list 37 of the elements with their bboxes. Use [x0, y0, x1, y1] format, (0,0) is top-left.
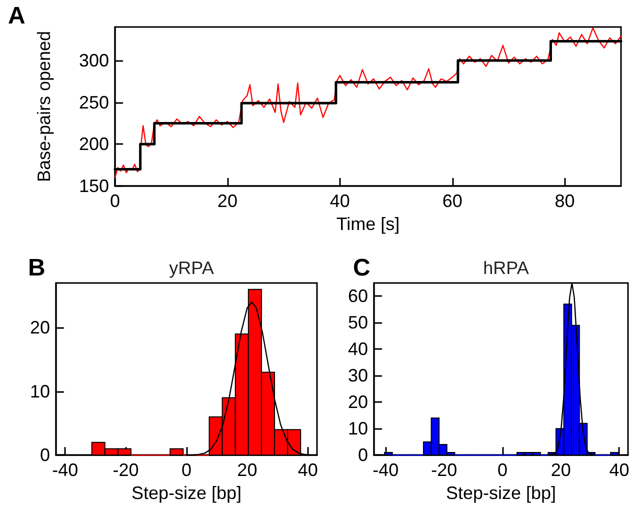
x-tick-label: 40 [609, 460, 630, 480]
text: A [8, 2, 26, 30]
text: C [353, 254, 370, 282]
y-tick-label: 60 [348, 286, 368, 306]
y-tick-label: 20 [30, 318, 50, 338]
y-tick-label: 0 [40, 445, 50, 466]
y-tick-label: 300 [78, 50, 109, 70]
y-tick-label: 40 [348, 339, 368, 360]
x-tick-label: 20 [550, 460, 571, 480]
x-tick-label: 40 [330, 191, 350, 211]
y-tick-label: 200 [78, 134, 109, 154]
x-tick-label: 60 [442, 191, 462, 211]
x-tick-label: 0 [181, 460, 192, 480]
y-tick-label: 50 [348, 312, 368, 333]
chart-title: yRPA [169, 258, 214, 278]
x-tick-label: -40 [372, 460, 399, 480]
y-tick-label: 150 [78, 176, 109, 196]
y-tick-label: 250 [78, 92, 109, 112]
x-tick-label: -20 [431, 460, 458, 480]
y-tick-label: 30 [348, 366, 368, 386]
y-tick-label: 0 [358, 445, 368, 466]
x-tick-label: -40 [52, 460, 78, 480]
chart-title: hRPA [483, 258, 529, 278]
x-tick-label: 80 [554, 191, 575, 211]
x-tick-label: 40 [298, 460, 318, 480]
x-tick-label: -20 [112, 460, 139, 480]
y-axis-title: Base-pairs opened [34, 30, 54, 182]
x-tick-label: 0 [497, 460, 508, 480]
x-tick-label: 20 [217, 191, 238, 211]
y-tick-label: 10 [348, 418, 368, 439]
x-axis-title: Step-size [bp] [131, 483, 242, 503]
y-tick-label: 20 [348, 392, 368, 412]
x-axis-title: Time [s] [336, 214, 400, 234]
x-axis-title: Step-size [bp] [446, 483, 556, 503]
y-tick-label: 10 [30, 381, 50, 402]
x-tick-label: 20 [237, 460, 258, 480]
text: B [28, 254, 46, 282]
